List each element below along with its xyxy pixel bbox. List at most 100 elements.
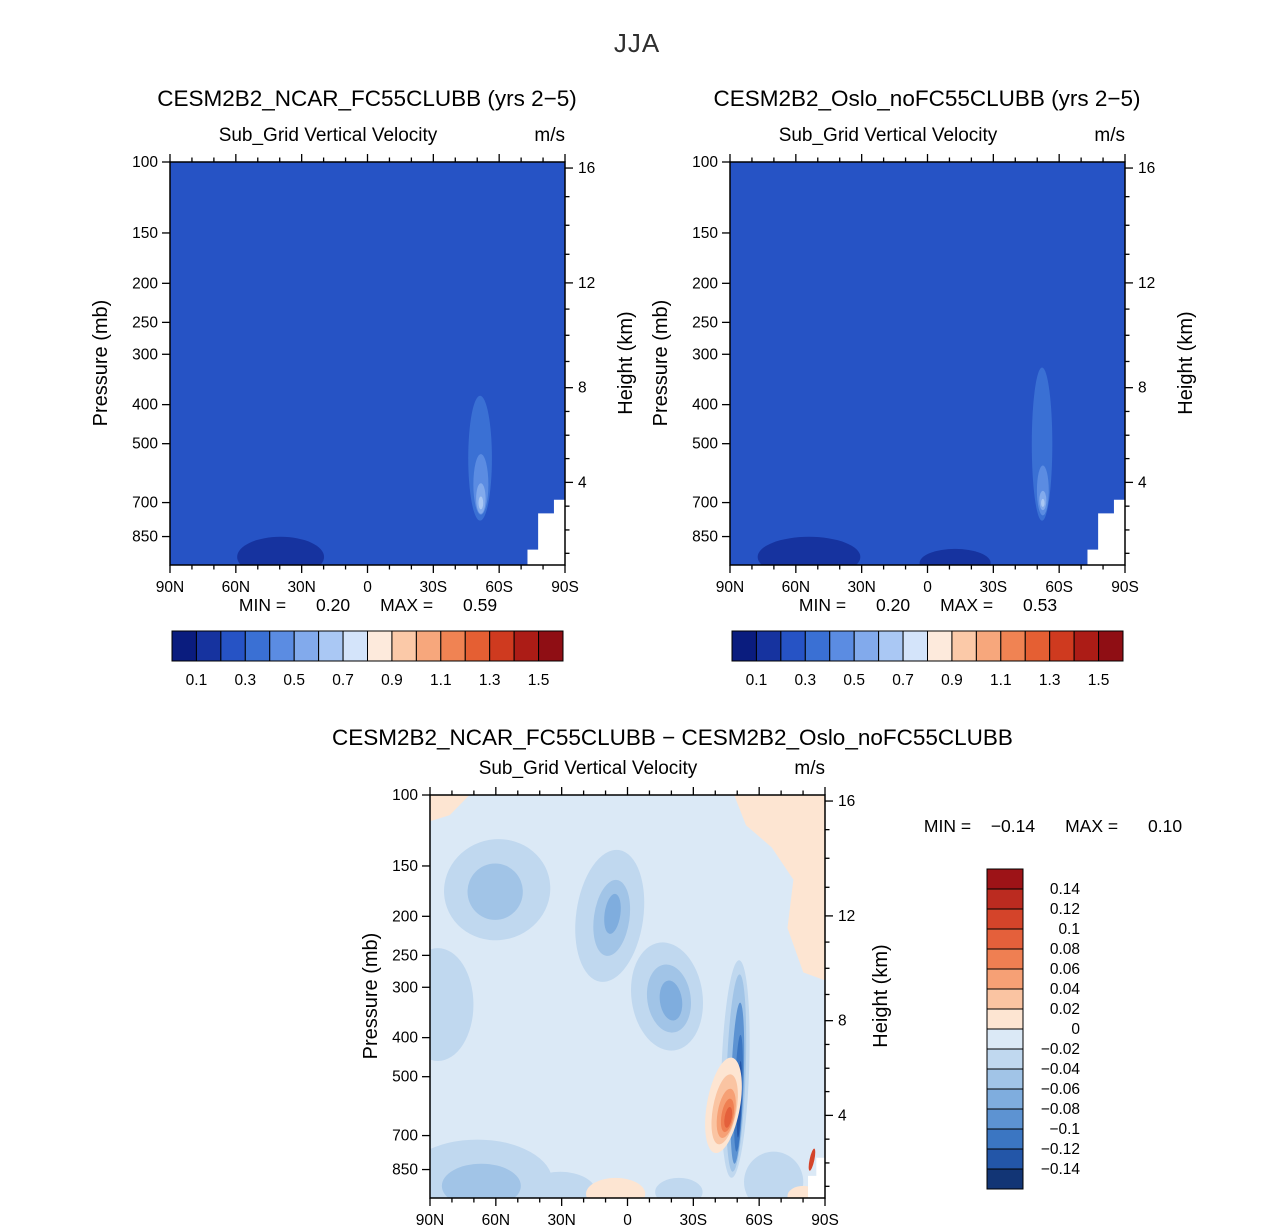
x-tick-label: 90N bbox=[156, 579, 184, 596]
panel3-pressure-axis-label: Pressure (mb) bbox=[360, 932, 382, 1060]
pressure-tick-label: 700 bbox=[692, 495, 718, 512]
colorbar-cell bbox=[269, 630, 295, 662]
height-tick-label: 4 bbox=[578, 474, 587, 491]
colorbar-cell bbox=[986, 1088, 1024, 1110]
contour-region bbox=[808, 1148, 816, 1171]
colorbar-label: 0.1 bbox=[746, 672, 768, 689]
pressure-tick-label: 150 bbox=[132, 225, 158, 242]
colorbar-cell bbox=[986, 1028, 1024, 1050]
colorbar-label: 0.9 bbox=[381, 672, 403, 689]
max-label: MAX = bbox=[1065, 816, 1119, 836]
panel2-height-axis-label: Height (km) bbox=[1175, 311, 1197, 415]
min-value: −0.14 bbox=[990, 816, 1036, 836]
colorbar-cell bbox=[878, 630, 904, 662]
min-value: 0.20 bbox=[316, 595, 351, 615]
contour-region bbox=[527, 499, 565, 565]
contour-region bbox=[655, 1177, 703, 1198]
min-value: 0.20 bbox=[876, 595, 911, 615]
contour-region bbox=[478, 496, 484, 510]
colorbar-label: 0.9 bbox=[941, 672, 963, 689]
panel1-stats-line: MIN = 0.20 MAX = 0.59 bbox=[168, 595, 568, 616]
contour-region bbox=[919, 548, 991, 565]
colorbar-label: 0.06 bbox=[1050, 961, 1080, 978]
panel2-title: CESM2B2_Oslo_noFC55CLUBB (yrs 2−5) bbox=[713, 86, 1141, 111]
panel1-units: m/s bbox=[534, 125, 565, 146]
x-tick-label: 90N bbox=[716, 579, 744, 596]
colorbar-cell bbox=[342, 630, 368, 662]
pressure-tick-label: 850 bbox=[392, 1162, 418, 1179]
colorbar-label: −0.02 bbox=[1041, 1041, 1080, 1058]
pressure-tick-label: 100 bbox=[392, 787, 418, 804]
colorbar-cell bbox=[975, 630, 1002, 662]
colorbar-cell bbox=[927, 630, 953, 662]
colorbar-label: −0.1 bbox=[1049, 1121, 1080, 1138]
contour-region bbox=[757, 536, 861, 565]
contour-region bbox=[524, 1171, 596, 1198]
colorbar-label: 0.5 bbox=[843, 672, 865, 689]
x-tick-label: 0 bbox=[363, 579, 372, 596]
pressure-tick-label: 250 bbox=[392, 947, 418, 964]
axis-tick-labels: 90N 60N 30N 0 30S 60S 90S 100 150 200 250 300 400 500… bbox=[392, 787, 855, 1229]
colorbar-cell bbox=[986, 1008, 1024, 1030]
panel1-title: CESM2B2_NCAR_FC55CLUBB (yrs 2−5) bbox=[157, 86, 577, 111]
colorbar-cell bbox=[1049, 630, 1075, 662]
figure-title: JJA bbox=[613, 28, 661, 58]
contour-region bbox=[724, 1107, 733, 1128]
x-tick-label: 90S bbox=[811, 1212, 839, 1229]
height-tick-label: 12 bbox=[1138, 275, 1155, 292]
pressure-tick-label: 300 bbox=[692, 346, 718, 363]
pressure-tick-label: 150 bbox=[692, 225, 718, 242]
colorbar-cell bbox=[986, 908, 1024, 930]
colorbar-label: 0.3 bbox=[235, 672, 257, 689]
colorbar-cell bbox=[1000, 630, 1026, 662]
panel2-stats-line: MIN = 0.20 MAX = 0.53 bbox=[728, 595, 1128, 616]
colorbar-cell bbox=[780, 630, 806, 662]
height-tick-label: 4 bbox=[1138, 474, 1147, 491]
pressure-tick-label: 500 bbox=[132, 436, 158, 453]
contour-region bbox=[1041, 498, 1045, 507]
colorbar-label: 1.3 bbox=[479, 672, 501, 689]
max-label: MAX = bbox=[940, 595, 994, 615]
colorbar-cell bbox=[986, 888, 1024, 910]
pressure-tick-label: 850 bbox=[132, 529, 158, 546]
contour-region bbox=[441, 1163, 521, 1198]
contour-region bbox=[744, 1151, 804, 1198]
colorbar-cell bbox=[986, 1148, 1024, 1170]
contour-region bbox=[430, 795, 470, 822]
colorbar-label: 1.3 bbox=[1039, 672, 1061, 689]
colorbar-label: 0.1 bbox=[1058, 921, 1080, 938]
colorbar-label: −0.06 bbox=[1041, 1081, 1080, 1098]
axis-ticks bbox=[162, 154, 573, 573]
colorbar-label: −0.14 bbox=[1041, 1161, 1081, 1178]
colorbar-cell bbox=[171, 630, 197, 662]
colorbar-cell bbox=[986, 1048, 1024, 1070]
field-fill bbox=[730, 162, 1125, 565]
colorbar-label: 0 bbox=[1071, 1021, 1080, 1038]
colorbar: 0.1 0.3 0.5 0.7 0.9 1.1 1.3 1.5 bbox=[731, 630, 1124, 689]
colorbar-label: 0.1 bbox=[186, 672, 208, 689]
x-tick-label: 60S bbox=[485, 579, 513, 596]
colorbar-label: −0.12 bbox=[1041, 1141, 1080, 1158]
colorbar-cell bbox=[538, 630, 564, 662]
colorbar-cell bbox=[986, 1108, 1024, 1130]
contour-region bbox=[659, 980, 683, 1021]
panel1-pressure-axis-label: Pressure (mb) bbox=[90, 299, 112, 427]
axis-tick-labels: 90N 60N 30N 0 30S 60S 90S 100 150 200 250 300 400 500… bbox=[692, 154, 1155, 596]
colorbar-cell bbox=[986, 928, 1024, 950]
plot-area-diff bbox=[430, 795, 825, 1198]
colorbar-cell bbox=[391, 630, 417, 662]
min-label: MIN = bbox=[798, 595, 847, 615]
colorbar-cell bbox=[220, 630, 246, 662]
panel3-units: m/s bbox=[794, 758, 825, 779]
x-tick-label: 90S bbox=[1111, 579, 1139, 596]
colorbar-cell bbox=[464, 630, 491, 662]
colorbar-cell bbox=[829, 630, 855, 662]
pressure-tick-label: 400 bbox=[132, 397, 158, 414]
x-tick-label: 30N bbox=[547, 1212, 575, 1229]
colorbar-cell bbox=[318, 630, 344, 662]
contour-region bbox=[604, 893, 621, 934]
colorbar-label: 0.7 bbox=[332, 672, 354, 689]
colorbar-cell bbox=[902, 630, 928, 662]
colorbar-cell bbox=[244, 630, 271, 662]
